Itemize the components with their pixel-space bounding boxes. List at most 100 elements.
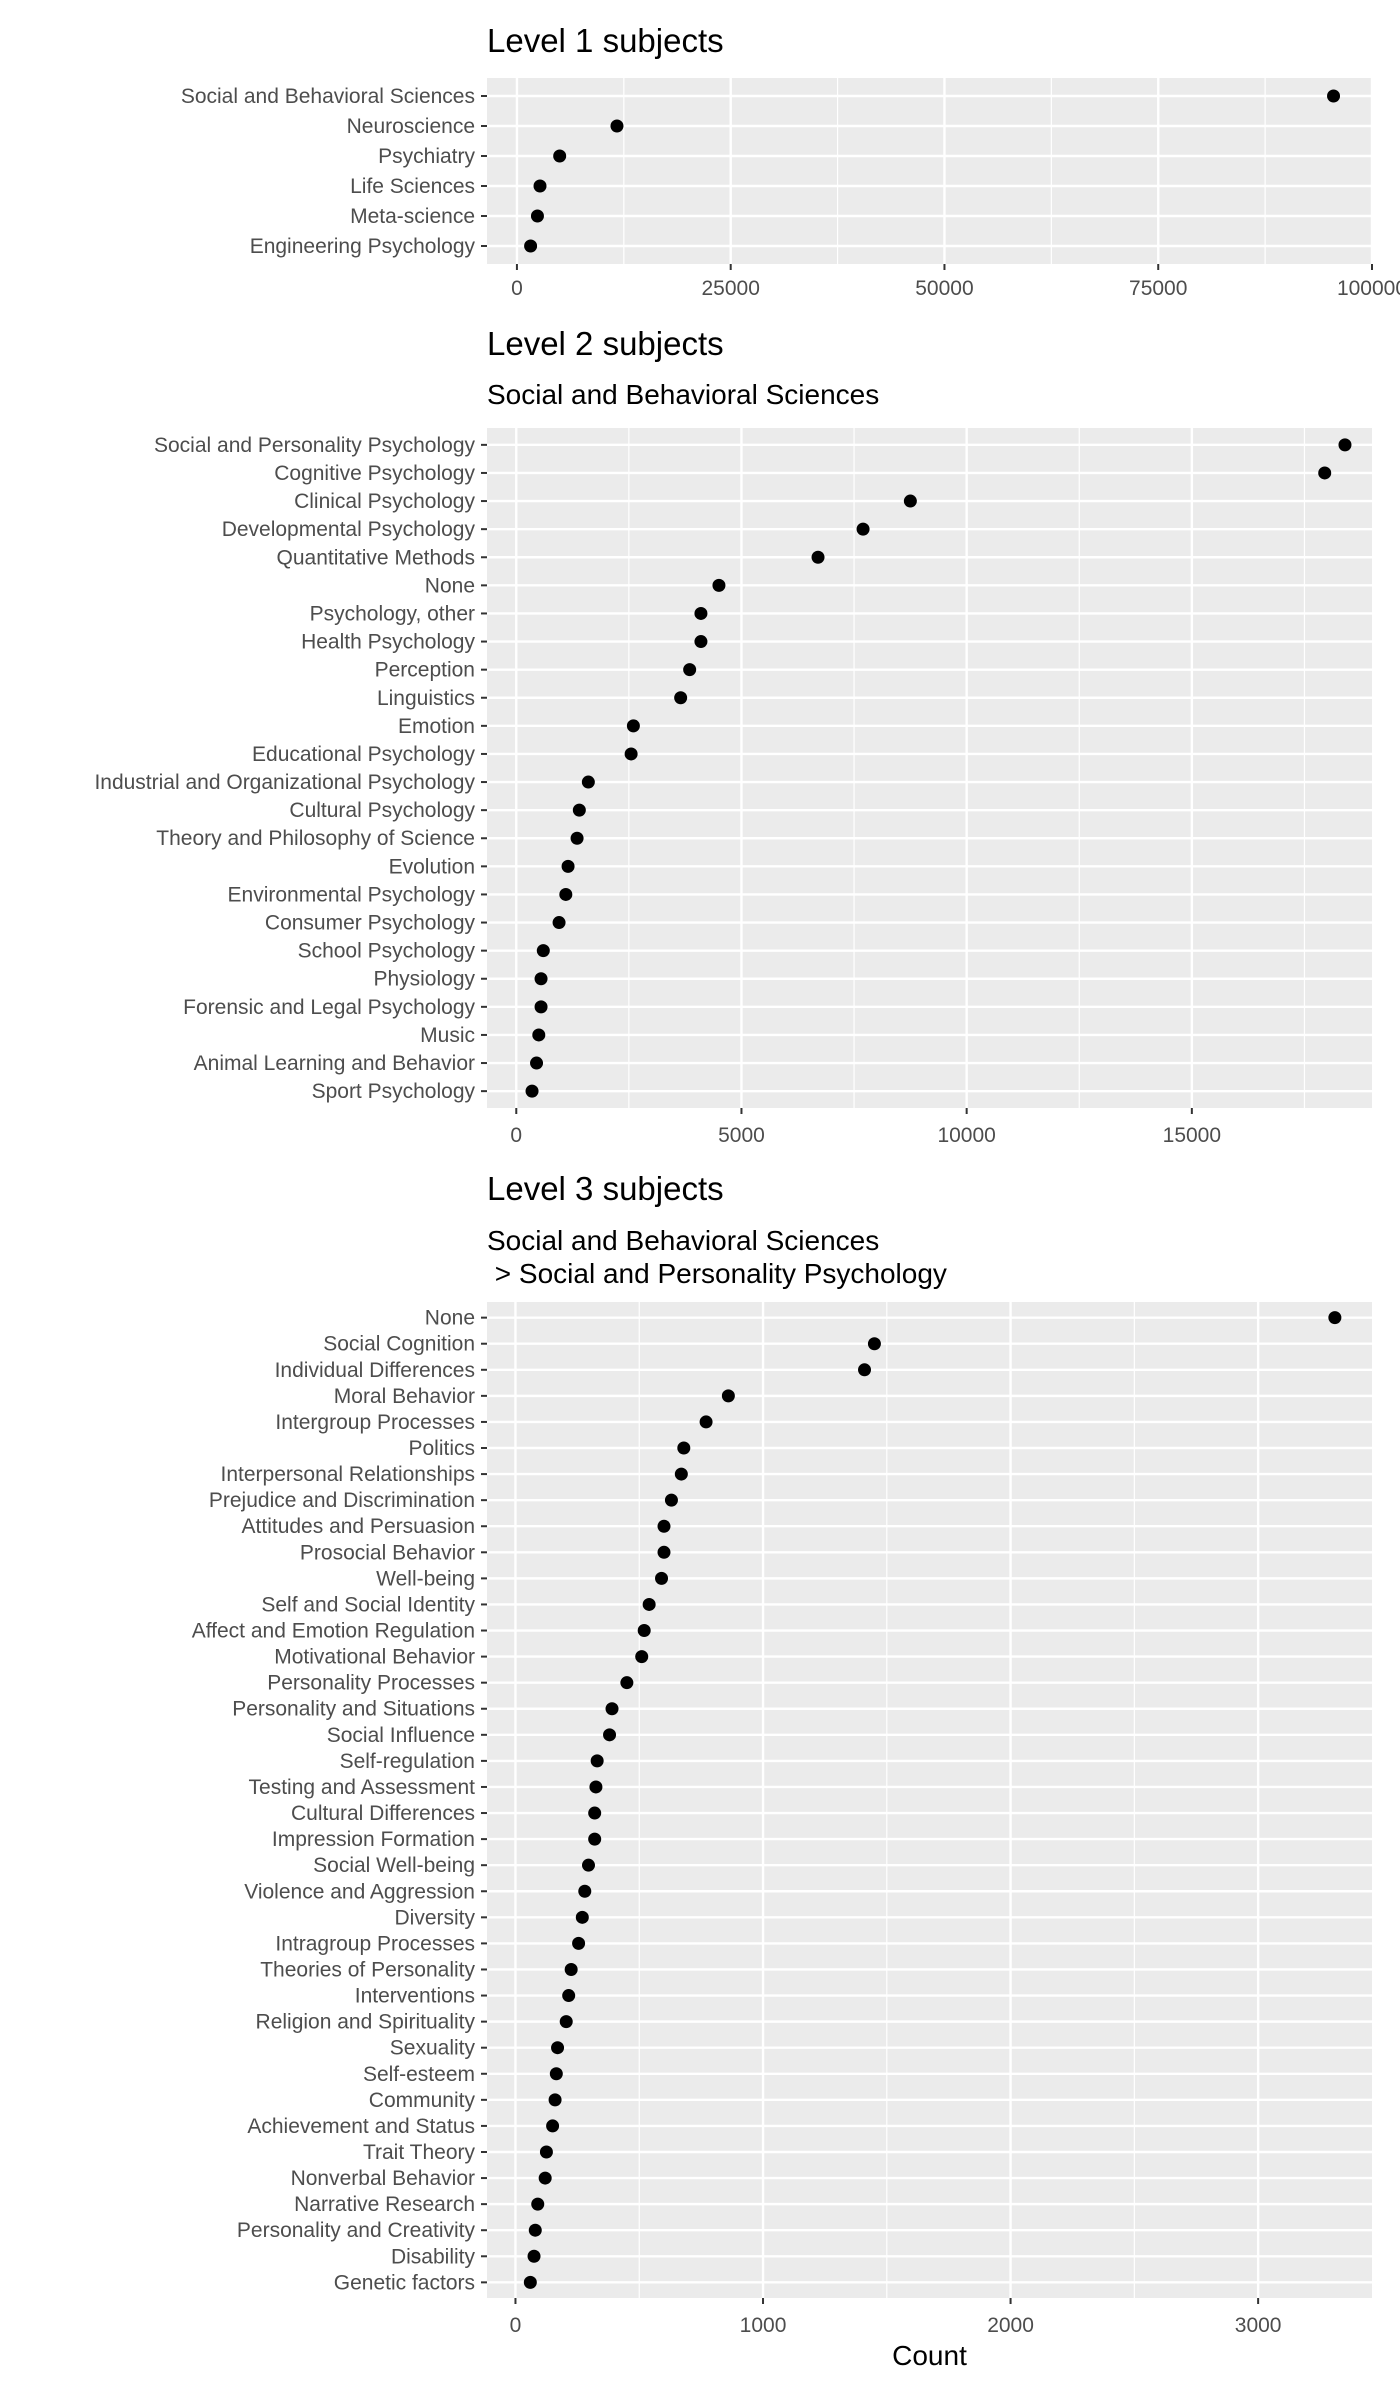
category-label: Quantitative Methods <box>277 546 475 569</box>
data-point <box>559 2015 573 2029</box>
category-label: Genetic factors <box>334 2271 475 2294</box>
data-point <box>657 1545 671 1559</box>
data-point <box>553 149 567 163</box>
data-point <box>572 1936 586 1950</box>
category-label: Diversity <box>394 1906 475 1929</box>
category-label: Social Influence <box>327 1724 475 1747</box>
category-label: Achievement and Status <box>247 2115 475 2138</box>
data-point <box>581 1858 595 1872</box>
category-label: Self-esteem <box>363 2063 475 2086</box>
data-point <box>811 550 825 564</box>
plot-panel <box>487 428 1372 1108</box>
category-label: Violence and Aggression <box>244 1880 475 1903</box>
category-label: Clinical Psychology <box>294 490 475 513</box>
category-label: Affect and Emotion Regulation <box>192 1620 475 1643</box>
category-label: Personality and Situations <box>232 1698 475 1721</box>
data-point <box>561 859 575 873</box>
category-label: Intragroup Processes <box>275 1932 475 1955</box>
category-label: Self-regulation <box>340 1750 475 1773</box>
category-label: Individual Differences <box>275 1359 475 1382</box>
data-point <box>562 1989 576 2003</box>
data-point <box>536 944 550 958</box>
x-tick-label: 1000 <box>740 2314 787 2337</box>
category-label: Meta-science <box>350 205 475 228</box>
category-label: Impression Formation <box>272 1828 475 1851</box>
data-point <box>867 1337 881 1351</box>
category-label: Social Cognition <box>323 1333 475 1356</box>
plot-panel <box>487 1302 1372 2298</box>
chart-title: Level 2 subjects <box>487 325 724 362</box>
data-point <box>699 1415 713 1429</box>
data-point <box>637 1624 651 1638</box>
data-point <box>626 719 640 733</box>
category-label: Consumer Psychology <box>265 912 476 935</box>
data-point <box>525 1084 539 1098</box>
x-tick-label: 0 <box>511 277 523 300</box>
chart-subtitle: Social and Behavioral Sciences <box>487 1225 879 1256</box>
x-tick-label: 10000 <box>937 1124 995 1147</box>
data-point <box>610 119 624 133</box>
chart-title: Level 3 subjects <box>487 1170 724 1207</box>
category-label: Self and Social Identity <box>261 1593 475 1616</box>
x-tick-label: 0 <box>510 2314 522 2337</box>
data-point <box>590 1754 604 1768</box>
category-label: Disability <box>391 2245 476 2268</box>
category-label: Personality Processes <box>267 1672 475 1695</box>
category-label: Engineering Psychology <box>250 235 476 258</box>
x-tick-label: 100000 <box>1337 277 1400 300</box>
category-label: Theory and Philosophy of Science <box>156 827 475 850</box>
category-label: Politics <box>408 1437 475 1460</box>
data-point <box>655 1571 669 1585</box>
plot-panel <box>487 78 1372 264</box>
data-point <box>635 1650 649 1664</box>
data-point <box>721 1389 735 1403</box>
category-label: Sexuality <box>390 2037 476 2060</box>
category-label: Developmental Psychology <box>222 518 476 541</box>
data-point <box>642 1597 656 1611</box>
data-point <box>712 578 726 592</box>
category-label: Social and Behavioral Sciences <box>181 85 475 108</box>
data-point <box>570 831 584 845</box>
category-label: Prejudice and Discrimination <box>209 1489 475 1512</box>
data-point <box>674 691 688 705</box>
x-tick-label: 5000 <box>718 1124 765 1147</box>
data-point <box>683 663 697 677</box>
x-tick-label: 2000 <box>987 2314 1034 2337</box>
data-point <box>538 2171 552 2185</box>
data-point <box>530 1056 544 1070</box>
data-point <box>605 1702 619 1716</box>
chart-panel-2: Level 2 subjects Social and Behavioral Sc… <box>94 325 1372 1147</box>
category-label: Industrial and Organizational Psychology <box>94 771 475 794</box>
category-label: Motivational Behavior <box>274 1646 475 1669</box>
x-tick-label: 3000 <box>1235 2314 1282 2337</box>
data-point <box>531 2197 545 2211</box>
data-point <box>664 1493 678 1507</box>
data-point <box>677 1441 691 1455</box>
data-point <box>548 2093 562 2107</box>
category-label: Theories of Personality <box>260 1958 475 1981</box>
category-label: Social and Personality Psychology <box>154 434 476 457</box>
data-point <box>856 522 870 536</box>
data-point <box>588 1806 602 1820</box>
data-point <box>532 1028 546 1042</box>
chart-title: Level 1 subjects <box>487 22 724 59</box>
category-label: Testing and Assessment <box>249 1776 476 1799</box>
category-label: Cognitive Psychology <box>274 462 475 485</box>
data-point <box>528 2223 542 2237</box>
data-point <box>524 239 538 253</box>
category-label: Community <box>369 2089 476 2112</box>
data-point <box>551 2041 565 2055</box>
category-label: Life Sciences <box>350 175 475 198</box>
data-point <box>1327 89 1341 103</box>
chart-subtitle: > Social and Personality Psychology <box>487 1258 947 1289</box>
category-label: Sport Psychology <box>312 1080 476 1103</box>
data-point <box>657 1519 671 1533</box>
category-label: Intergroup Processes <box>275 1411 475 1434</box>
category-label: Attitudes and Persuasion <box>242 1515 475 1538</box>
category-label: Neuroscience <box>347 115 475 138</box>
data-point <box>530 209 544 223</box>
data-point <box>603 1728 617 1742</box>
category-label: None <box>425 574 475 597</box>
data-point <box>858 1363 872 1377</box>
category-label: Evolution <box>389 855 475 878</box>
